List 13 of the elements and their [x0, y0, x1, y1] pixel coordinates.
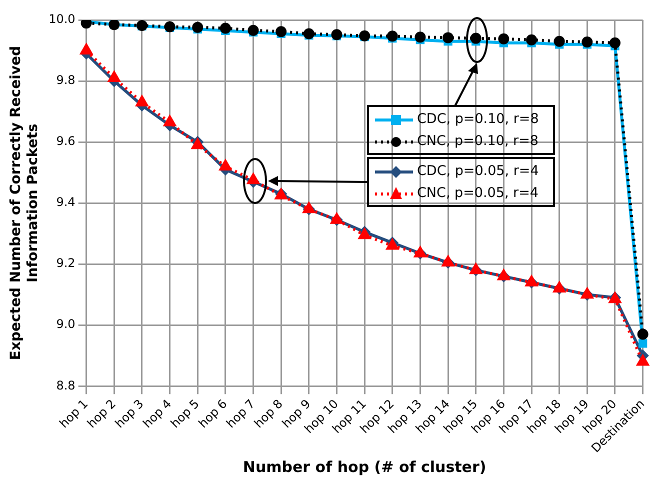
y-tick-label: 10.0 — [48, 12, 76, 26]
x-axis-title: Number of hop (# of cluster) — [242, 458, 486, 476]
y-tick-label: 9.2 — [56, 256, 76, 270]
y-tick-label: 9.8 — [56, 73, 76, 88]
legend-label: CDC, p=0.05, r=4 — [417, 163, 539, 179]
y-tick-label: 8.8 — [56, 378, 76, 392]
legend-label: CNC, p=0.10, r=8 — [417, 133, 539, 149]
y-tick-label: 9.4 — [56, 195, 76, 210]
y-tick-label: 9.0 — [56, 317, 76, 332]
y-axis-title: Expected Number of Correctly Received Information Packets — [8, 46, 41, 360]
y-tick-label: 9.6 — [56, 134, 76, 148]
legend-label: CDC, p=0.10, r=8 — [417, 111, 539, 127]
legend-label: CNC, p=0.05, r=4 — [417, 185, 539, 201]
